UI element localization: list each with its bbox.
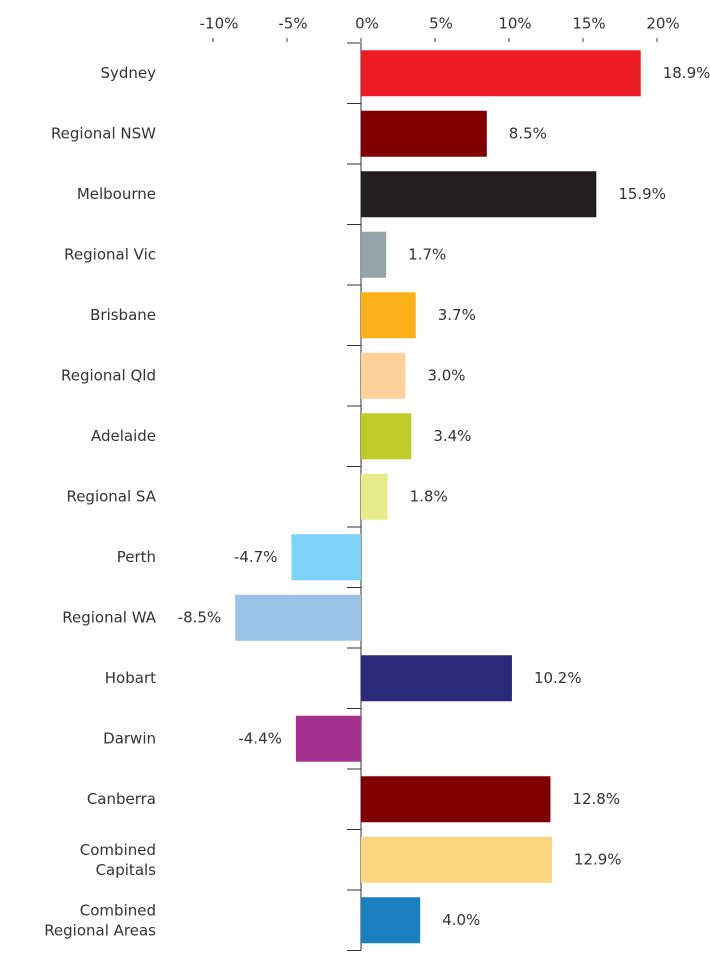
x-tick-label: -10% [200,15,239,33]
value-label: 18.9% [663,64,710,82]
category-label-line: Regional Areas [44,921,156,939]
value-label: -8.5% [178,608,222,626]
value-label: 3.7% [438,306,476,324]
bar [361,473,388,520]
value-label: 1.7% [408,245,446,263]
category-label-line: Combined [80,840,156,858]
bar [361,413,412,460]
x-tick-label: 5% [429,15,453,33]
bar [361,292,416,339]
category-label: Regional WA [62,608,156,626]
category-label: Canberra [87,790,156,808]
bar [291,534,361,581]
value-label: 12.8% [572,790,620,808]
category-label: Regional Vic [64,245,156,263]
category-label: Perth [117,548,156,566]
x-tick-label: 20% [646,15,679,33]
x-tick-label: 10% [498,15,531,33]
category-label: Sydney [100,64,156,82]
category-label: Melbourne [77,185,156,203]
category-label: Combined Regional Areas [44,901,156,939]
bar [361,231,387,278]
bar [361,776,551,823]
bar [361,836,552,883]
bar [361,171,597,218]
x-tick-label: -5% [278,15,307,33]
category-label: Regional NSW [51,124,156,142]
value-label: 3.0% [427,366,465,384]
value-label: 1.8% [410,487,448,505]
value-label: 4.0% [442,911,480,929]
category-label-line: Capitals [96,860,157,878]
bar [295,715,361,762]
x-tick-label: 0% [355,15,379,33]
category-label: Regional Qld [61,366,156,384]
category-label: Combined Capitals [80,840,156,878]
value-label: 8.5% [509,124,547,142]
bar [361,352,406,399]
category-label: Adelaide [91,427,156,445]
bar [235,594,361,641]
category-label: Brisbane [90,306,156,324]
bar [361,655,512,702]
value-label: 10.2% [534,669,582,687]
category-label: Darwin [103,729,156,747]
bar [361,50,641,97]
value-label: -4.7% [234,548,278,566]
value-label: 3.4% [433,427,471,445]
value-label: 15.9% [618,185,666,203]
category-label-line: Combined [80,901,156,919]
bar [361,897,421,944]
x-tick-label: 15% [572,15,605,33]
value-label: -4.4% [238,729,282,747]
bar [361,110,487,157]
category-label: Regional SA [66,487,156,505]
category-label: Hobart [105,669,156,687]
value-label: 12.9% [574,850,622,868]
